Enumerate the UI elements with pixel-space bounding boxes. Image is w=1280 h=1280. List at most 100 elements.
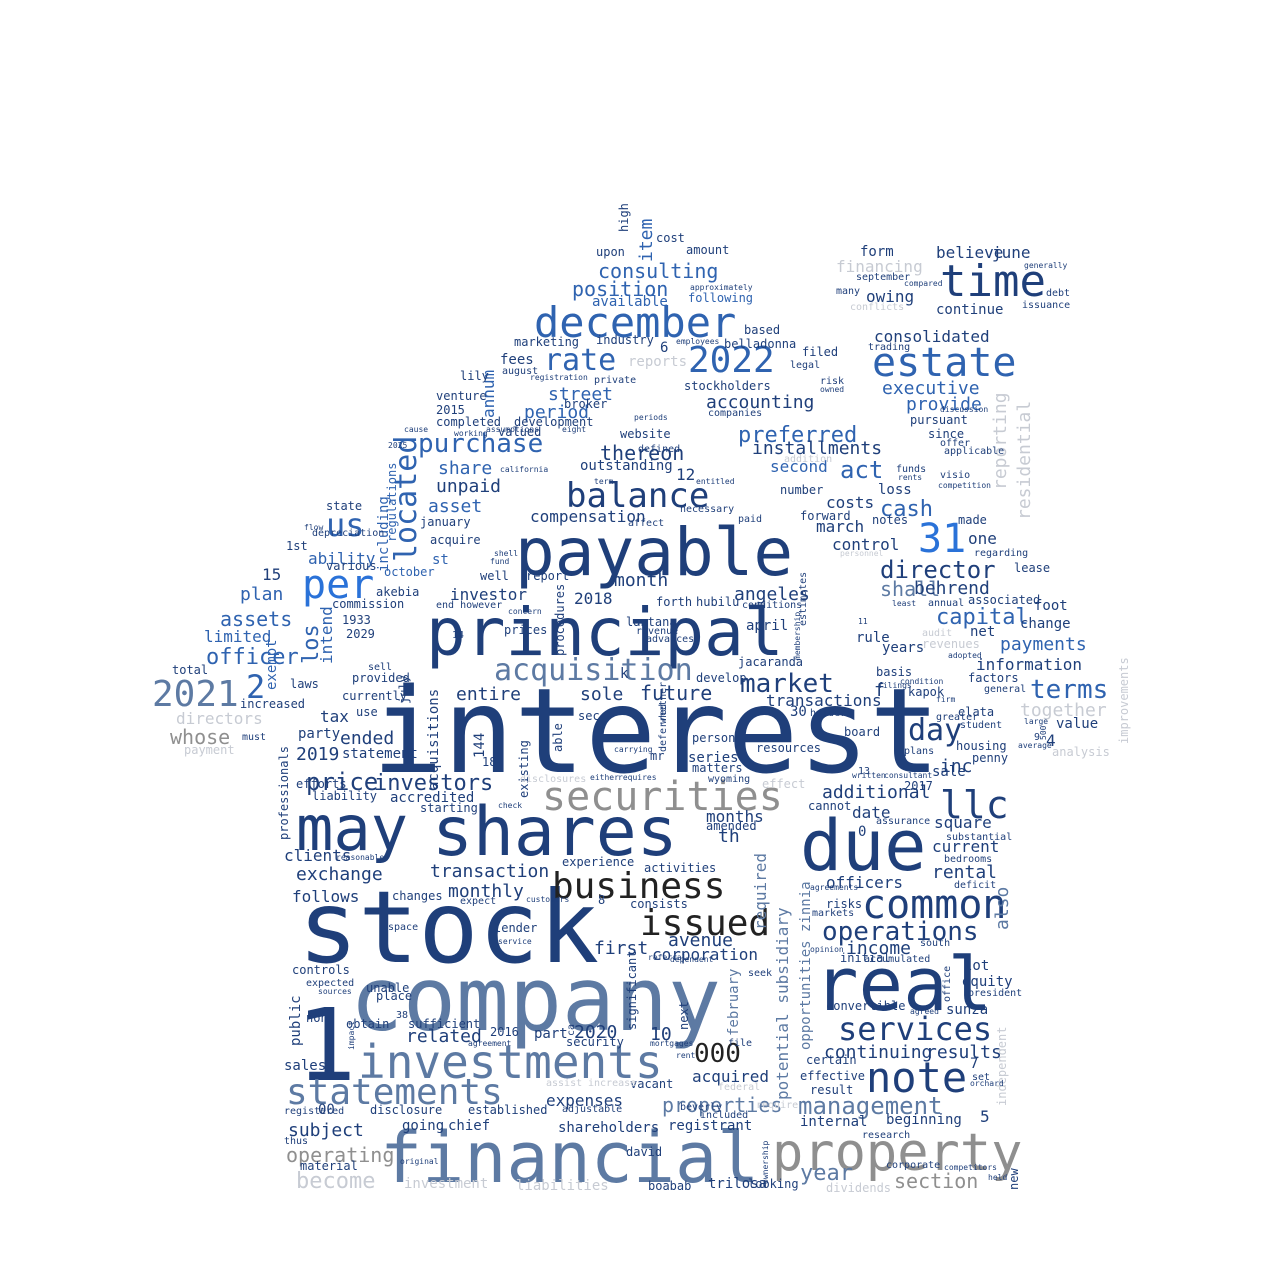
cloud-word: term xyxy=(594,477,613,486)
cloud-word: subject xyxy=(288,1120,364,1141)
cloud-word: defined xyxy=(638,444,680,455)
cloud-word: amended xyxy=(706,819,757,833)
cloud-word: 9 xyxy=(1034,732,1040,743)
cloud-word: one xyxy=(968,529,997,548)
cloud-word: note xyxy=(866,1053,967,1102)
cloud-word: cannot xyxy=(808,799,851,813)
cloud-word: operations xyxy=(822,917,979,947)
cloud-word: periods xyxy=(634,413,668,422)
cloud-word: investor xyxy=(450,585,527,604)
cloud-word: opinion xyxy=(810,945,844,954)
cloud-word: whether xyxy=(658,682,669,724)
cloud-word: december xyxy=(534,298,736,347)
cloud-word: issued xyxy=(640,903,770,944)
cloud-word: issuance xyxy=(1022,300,1070,311)
cloud-word: 00 xyxy=(318,1102,335,1118)
cloud-word: purchase xyxy=(418,429,543,459)
cloud-word: also xyxy=(992,887,1013,930)
cloud-word: information xyxy=(976,655,1082,674)
cloud-word: written xyxy=(852,771,886,780)
cloud-word: elata xyxy=(958,705,994,719)
cloud-word: intend xyxy=(317,606,336,664)
cloud-word: markets xyxy=(812,908,854,919)
cloud-word: 30 xyxy=(790,704,807,720)
cloud-word: either xyxy=(590,773,619,782)
cloud-word: beginning xyxy=(886,1112,962,1128)
cloud-word: visio xyxy=(940,470,970,481)
cloud-word: adjustable xyxy=(562,1104,622,1115)
cloud-word: ended xyxy=(340,728,394,749)
cloud-word: foot xyxy=(1034,598,1068,614)
cloud-word: period xyxy=(524,402,589,423)
cloud-word: made xyxy=(958,513,987,527)
cloud-word: looking xyxy=(748,1177,799,1191)
cloud-word: chief xyxy=(448,1118,490,1134)
cloud-word: regarding xyxy=(974,548,1028,559)
cloud-word: compared xyxy=(904,279,943,288)
cloud-word: shell xyxy=(494,549,518,558)
cloud-word: month xyxy=(614,570,668,591)
cloud-word: vacant xyxy=(630,1077,673,1091)
cloud-word: estate xyxy=(872,340,1017,386)
cloud-word: consultant xyxy=(884,771,932,780)
cloud-word: 1st xyxy=(286,539,308,553)
cloud-word: related xyxy=(406,1026,482,1047)
cloud-word: exempt xyxy=(264,639,280,690)
cloud-word: consists xyxy=(630,897,688,911)
cloud-word: controls xyxy=(292,963,350,977)
cloud-word: office xyxy=(942,966,953,1002)
cloud-word: obtain xyxy=(346,1017,389,1031)
cloud-word: real xyxy=(814,942,992,1028)
cloud-word: securities xyxy=(542,774,783,820)
cloud-word: assurance xyxy=(876,816,930,827)
cloud-word: held xyxy=(988,1173,1007,1182)
cloud-word: membership xyxy=(793,612,802,660)
cloud-word: forward xyxy=(800,509,851,523)
cloud-word: based xyxy=(744,323,780,337)
cloud-word: cause xyxy=(404,425,428,434)
cloud-word: outstanding xyxy=(580,458,673,474)
cloud-word: 2025 xyxy=(388,441,407,450)
cloud-word: substantial xyxy=(946,832,1012,843)
cloud-word: rate xyxy=(544,343,616,378)
cloud-word: material xyxy=(300,1159,358,1173)
cloud-word: 000 xyxy=(694,1039,741,1069)
cloud-word: sales xyxy=(284,1058,326,1074)
cloud-word: september xyxy=(856,272,910,283)
cloud-word: forth xyxy=(656,595,692,609)
cloud-word: consolidated xyxy=(874,327,990,346)
cloud-word: business xyxy=(552,866,725,907)
cloud-word: behrend xyxy=(914,578,990,599)
cloud-word: available xyxy=(592,294,668,310)
cloud-word: 18 xyxy=(482,755,496,769)
cloud-word: non xyxy=(306,1011,328,1025)
cloud-word: street xyxy=(548,384,613,405)
cloud-word: industry xyxy=(596,333,654,347)
cloud-word: general xyxy=(984,684,1026,695)
cloud-word: orchard xyxy=(970,1079,1004,1088)
cloud-word: effect xyxy=(762,777,805,791)
cloud-word: belladonna xyxy=(724,337,796,351)
cloud-word: advances xyxy=(646,634,694,645)
cloud-word: professionals xyxy=(277,746,291,840)
cloud-word: common xyxy=(862,882,1007,928)
cloud-word: report xyxy=(526,569,569,583)
cloud-word: original xyxy=(400,1157,439,1166)
cloud-word: unable xyxy=(366,981,409,995)
cloud-word: competition xyxy=(938,481,991,490)
cloud-word: company xyxy=(350,948,721,1051)
cloud-word: 0 xyxy=(858,824,866,840)
cloud-word: acquisitions xyxy=(426,689,442,790)
cloud-word: ca xyxy=(566,1024,577,1036)
cloud-word: kapok xyxy=(908,685,945,699)
cloud-word: property xyxy=(772,1123,1022,1183)
cloud-word: assist xyxy=(546,1078,582,1089)
cloud-word: cash xyxy=(880,497,933,522)
cloud-word: firm xyxy=(936,695,955,704)
cloud-word: existing xyxy=(517,740,531,798)
cloud-word: shareholders xyxy=(558,1120,659,1136)
cloud-word: st xyxy=(432,552,449,568)
cloud-word: owned xyxy=(820,385,844,394)
cloud-word: square xyxy=(934,813,992,832)
